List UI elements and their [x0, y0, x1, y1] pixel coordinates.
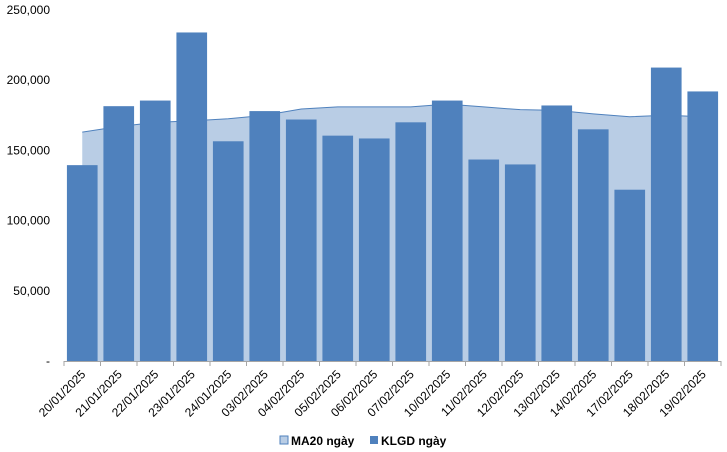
legend-swatch-ma20: [279, 435, 289, 445]
y-tick-label: -: [46, 354, 50, 368]
volume-bar: [322, 135, 354, 361]
y-tick-label: 100,000: [7, 214, 51, 228]
legend-swatch-klgd: [370, 436, 378, 444]
ma20-area-layer: [82, 103, 703, 362]
y-tick-label: 200,000: [7, 73, 51, 87]
volume-bar: [687, 91, 719, 361]
y-tick-label: 150,000: [7, 143, 51, 157]
legend: MA20 ngày KLGD ngày: [279, 434, 447, 448]
volume-bar: [577, 129, 609, 361]
volume-bar: [614, 189, 646, 361]
ma20-area: [82, 104, 703, 362]
volume-bar: [103, 106, 135, 361]
volume-bar: [541, 105, 573, 361]
y-tick-label: 250,000: [7, 3, 51, 17]
y-tick-label: 50,000: [13, 284, 50, 298]
volume-bar: [650, 67, 682, 362]
volume-bar: [358, 138, 390, 361]
volume-bar: [285, 119, 317, 362]
volume-bar: [66, 165, 98, 361]
volume-bar: [395, 122, 427, 361]
volume-bar: [504, 164, 536, 361]
volume-bar: [212, 141, 244, 361]
x-axis: 20/01/202521/01/202522/01/202523/01/2025…: [36, 361, 722, 420]
volume-bar: [139, 100, 171, 362]
volume-bar: [468, 159, 500, 361]
legend-label-klgd: KLGD ngày: [381, 434, 447, 448]
legend-label-ma20: MA20 ngày: [291, 434, 355, 448]
volume-bars-layer: [66, 32, 719, 362]
y-axis: - 50,000 100,000 150,000 200,000 250,000: [7, 3, 51, 368]
volume-bar: [431, 100, 463, 362]
volume-bar: [176, 32, 208, 362]
volume-bar: [249, 111, 281, 361]
